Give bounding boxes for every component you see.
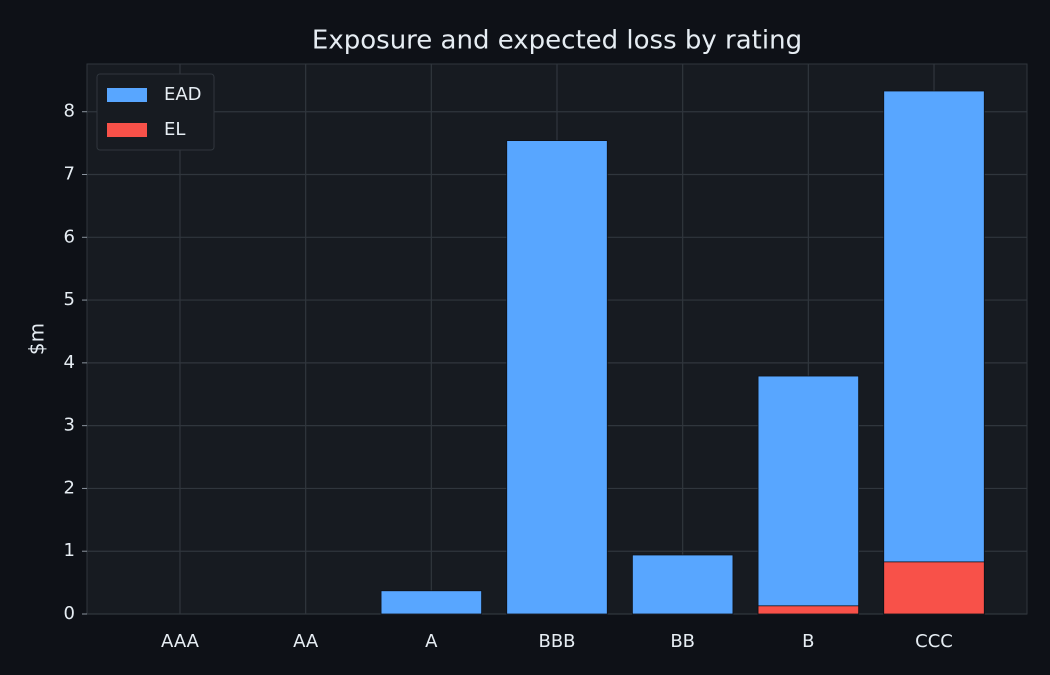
x-tick-label: BBB	[538, 631, 575, 652]
x-tick-label: BB	[670, 631, 695, 652]
y-tick-label: 8	[64, 101, 75, 122]
y-tick-label: 1	[64, 540, 75, 561]
x-tick-label: AAA	[161, 631, 200, 652]
bars	[380, 90, 985, 615]
bar	[883, 90, 985, 615]
y-tick-label: 4	[64, 352, 75, 373]
bar	[757, 375, 860, 615]
y-tick-label: 3	[64, 415, 75, 436]
bar	[883, 561, 985, 615]
y-tick-label: 2	[64, 477, 75, 498]
bar	[506, 140, 608, 615]
legend-swatch	[107, 88, 147, 102]
y-tick-label: 5	[64, 289, 75, 310]
y-tick-label: 0	[64, 603, 75, 624]
x-tick-label: A	[425, 631, 438, 652]
legend: EAD EL	[96, 73, 215, 151]
x-tick-label: B	[802, 631, 814, 652]
legend-swatch	[107, 123, 147, 137]
y-tick-label: 6	[64, 226, 75, 247]
y-tick-label: 7	[64, 164, 75, 185]
x-tick-label: AA	[293, 631, 319, 652]
bar	[757, 605, 860, 615]
bar	[380, 590, 482, 615]
legend-label: EL	[164, 119, 185, 140]
legend-label: EAD	[164, 84, 202, 105]
chart-title: Exposure and expected loss by rating	[312, 26, 802, 56]
y-axis-label: $m	[25, 323, 49, 355]
x-tick-label: CCC	[915, 631, 953, 652]
bar	[632, 554, 734, 615]
